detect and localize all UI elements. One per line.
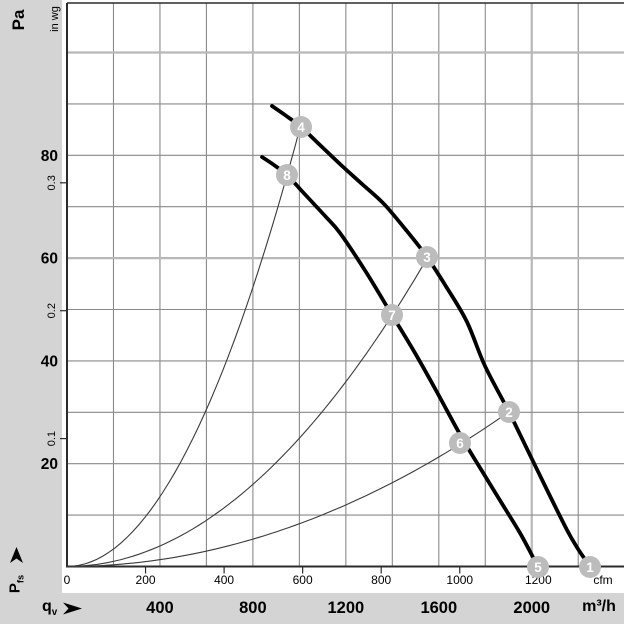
pa-tick-label: 60 (41, 251, 58, 268)
operating-point-number: 7 (388, 308, 396, 323)
cfm-tick-label: 600 (293, 573, 313, 587)
inwg-tick-label: 0.3 (46, 175, 58, 190)
cfm-tick-label: 400 (214, 573, 234, 587)
qv-main: q (42, 598, 52, 615)
system-curve-1 (66, 127, 301, 568)
operating-point-number: 2 (505, 405, 513, 420)
cfm-tick-label: 0 (64, 573, 71, 587)
pa-tick-label: 40 (41, 353, 58, 370)
operating-point-marker (381, 304, 403, 326)
system-curve-3 (67, 412, 509, 568)
qv-sub: v (51, 607, 58, 619)
cfm-unit-label: cfm (593, 573, 613, 587)
operating-point-marker (527, 556, 549, 578)
operating-point-marker (290, 116, 312, 138)
operating-point-number: 4 (297, 120, 305, 135)
operating-point-marker (416, 246, 438, 268)
qv-axis-label: qv (42, 598, 83, 618)
operating-point-number: 6 (456, 436, 464, 451)
m3h-tick-label: 800 (239, 599, 267, 617)
qv-right-arrow-icon (63, 602, 83, 615)
system-curve-2 (66, 260, 427, 568)
pa-tick-label: 80 (41, 148, 58, 165)
operating-point-number: 8 (283, 168, 291, 183)
cfm-tick-label: 200 (136, 573, 156, 587)
operating-point-marker (449, 432, 471, 454)
m3h-tick-label: 1200 (327, 599, 364, 617)
operating-point-number: 1 (586, 560, 594, 575)
pfs-up-arrow-icon (10, 547, 23, 569)
cfm-tick-label: 800 (371, 573, 391, 587)
plot-area (62, 0, 624, 593)
pa-tick-label: 20 (41, 456, 58, 473)
qv-text: qv (42, 598, 57, 618)
m3h-tick-label: 400 (146, 599, 174, 617)
inwg-tick-label: 0.2 (46, 303, 58, 318)
operating-point-number: 5 (534, 560, 542, 575)
operating-point-marker (276, 164, 298, 186)
fan-curve-high-speed (270, 104, 589, 564)
cfm-tick-label: 1200 (525, 573, 552, 587)
inwg-tick-label: 0.1 (46, 431, 58, 446)
operating-point-number: 3 (423, 250, 431, 265)
operating-point-marker (498, 401, 520, 423)
cfm-tick-label: 1000 (446, 573, 473, 587)
m3h-tick-label: 1600 (420, 599, 457, 617)
m3h-unit-label: m³/h (582, 598, 616, 615)
fan-curve-low-speed (260, 155, 537, 563)
operating-point-marker (579, 556, 601, 578)
m3h-tick-label: 2000 (513, 599, 550, 617)
